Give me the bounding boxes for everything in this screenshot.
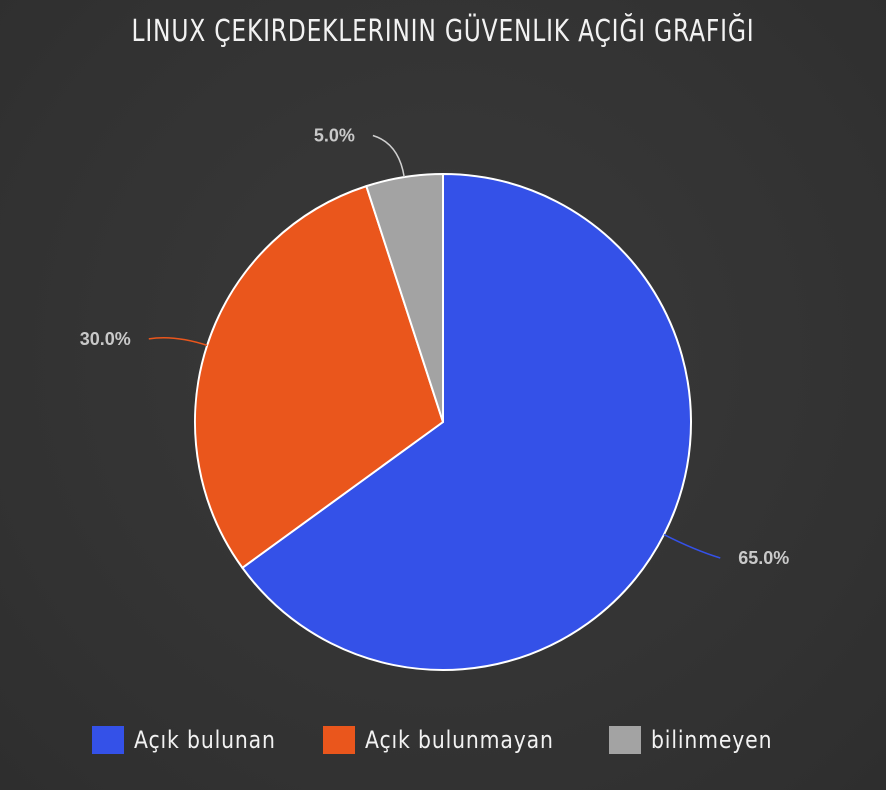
pie-slice-a-k-bulunmayan[interactable] — [194, 185, 444, 569]
leader-line-a-k-bulunmayan — [148, 337, 208, 347]
legend: Açık bulunan Açık bulunmayan bilinmeyen — [0, 726, 886, 754]
legend-item-acik-bulunmayan[interactable]: Açık bulunmayan — [322, 726, 587, 754]
legend-swatch-bilinmeyen — [609, 726, 642, 754]
legend-swatch-acik-bulunan — [92, 726, 125, 754]
legend-swatch-acik-bulunmayan — [322, 726, 355, 754]
data-label-a-k-bulunan: 65.0% — [738, 548, 789, 568]
chart-title: LINUX ÇEKIRDEKLERININ GÜVENLIK AÇIĞI GRA… — [131, 14, 755, 49]
legend-label-acik-bulunmayan: Açık bulunmayan — [364, 726, 554, 754]
data-label-a-k-bulunmayan: 30.0% — [80, 329, 131, 349]
legend-label-acik-bulunan: Açık bulunan — [134, 726, 276, 754]
legend-item-acik-bulunan[interactable]: Açık bulunan — [92, 726, 301, 754]
data-label-bilinmeyen: 5.0% — [314, 125, 355, 145]
legend-label-bilinmeyen: bilinmeyen — [651, 726, 773, 754]
leader-line-a-k-bulunan — [663, 533, 721, 559]
legend-item-bilinmeyen[interactable]: bilinmeyen — [609, 726, 794, 754]
leader-line-bilinmeyen — [372, 134, 405, 178]
pie-slice-bilinmeyen[interactable] — [365, 173, 444, 423]
